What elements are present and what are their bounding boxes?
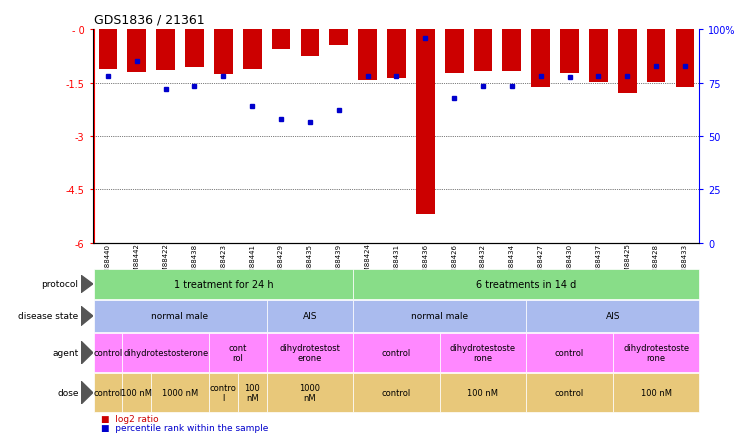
Bar [387, 30, 406, 79]
Bar [127, 30, 146, 73]
Text: agent: agent [52, 349, 79, 357]
Bar [503, 30, 521, 72]
Text: control: control [555, 349, 584, 357]
Bar [99, 30, 117, 69]
Text: disease state: disease state [18, 312, 79, 321]
Text: cont
rol: cont rol [229, 343, 247, 362]
Text: 100 nM: 100 nM [640, 388, 672, 397]
Bar [214, 30, 233, 75]
Bar [473, 30, 492, 72]
Bar [272, 30, 290, 50]
Text: dihydrotestoste
rone: dihydrotestoste rone [623, 343, 689, 362]
Bar [416, 30, 435, 215]
Text: 1000
nM: 1000 nM [299, 383, 320, 402]
Text: AIS: AIS [606, 312, 620, 321]
Text: contro
l: contro l [210, 383, 237, 402]
Text: dihydrotestost
erone: dihydrotestost erone [280, 343, 340, 362]
Text: AIS: AIS [303, 312, 317, 321]
Bar [329, 30, 348, 46]
Polygon shape [81, 276, 93, 293]
Bar [185, 30, 204, 68]
Text: dose: dose [57, 388, 79, 397]
Polygon shape [81, 341, 93, 365]
Bar [560, 30, 579, 74]
Bar [647, 30, 666, 83]
Bar [675, 30, 694, 88]
Text: dihydrotestoste
rone: dihydrotestoste rone [450, 343, 516, 362]
Text: 6 treatments in 14 d: 6 treatments in 14 d [476, 279, 577, 289]
Bar [618, 30, 637, 93]
Bar [589, 30, 608, 83]
Text: normal male: normal male [411, 312, 468, 321]
Text: 100 nM: 100 nM [121, 388, 153, 397]
Polygon shape [81, 306, 93, 326]
Text: normal male: normal male [152, 312, 209, 321]
Text: control: control [94, 388, 123, 397]
Text: 100 nM: 100 nM [468, 388, 498, 397]
Bar [358, 30, 377, 81]
Bar [531, 30, 550, 88]
Text: control: control [381, 388, 411, 397]
Text: protocol: protocol [42, 280, 79, 289]
Text: ■  log2 ratio: ■ log2 ratio [101, 414, 159, 423]
Text: control: control [555, 388, 584, 397]
Text: ■  percentile rank within the sample: ■ percentile rank within the sample [101, 423, 269, 432]
Text: 100
nM: 100 nM [245, 383, 260, 402]
Bar [243, 30, 262, 69]
Text: GDS1836 / 21361: GDS1836 / 21361 [94, 13, 204, 26]
Polygon shape [81, 381, 93, 404]
Text: control: control [381, 349, 411, 357]
Bar [156, 30, 175, 71]
Bar [445, 30, 464, 74]
Text: 1 treatment for 24 h: 1 treatment for 24 h [174, 279, 273, 289]
Text: dihydrotestosterone: dihydrotestosterone [123, 349, 208, 357]
Text: control: control [94, 349, 123, 357]
Bar [301, 30, 319, 57]
Text: 1000 nM: 1000 nM [162, 388, 198, 397]
